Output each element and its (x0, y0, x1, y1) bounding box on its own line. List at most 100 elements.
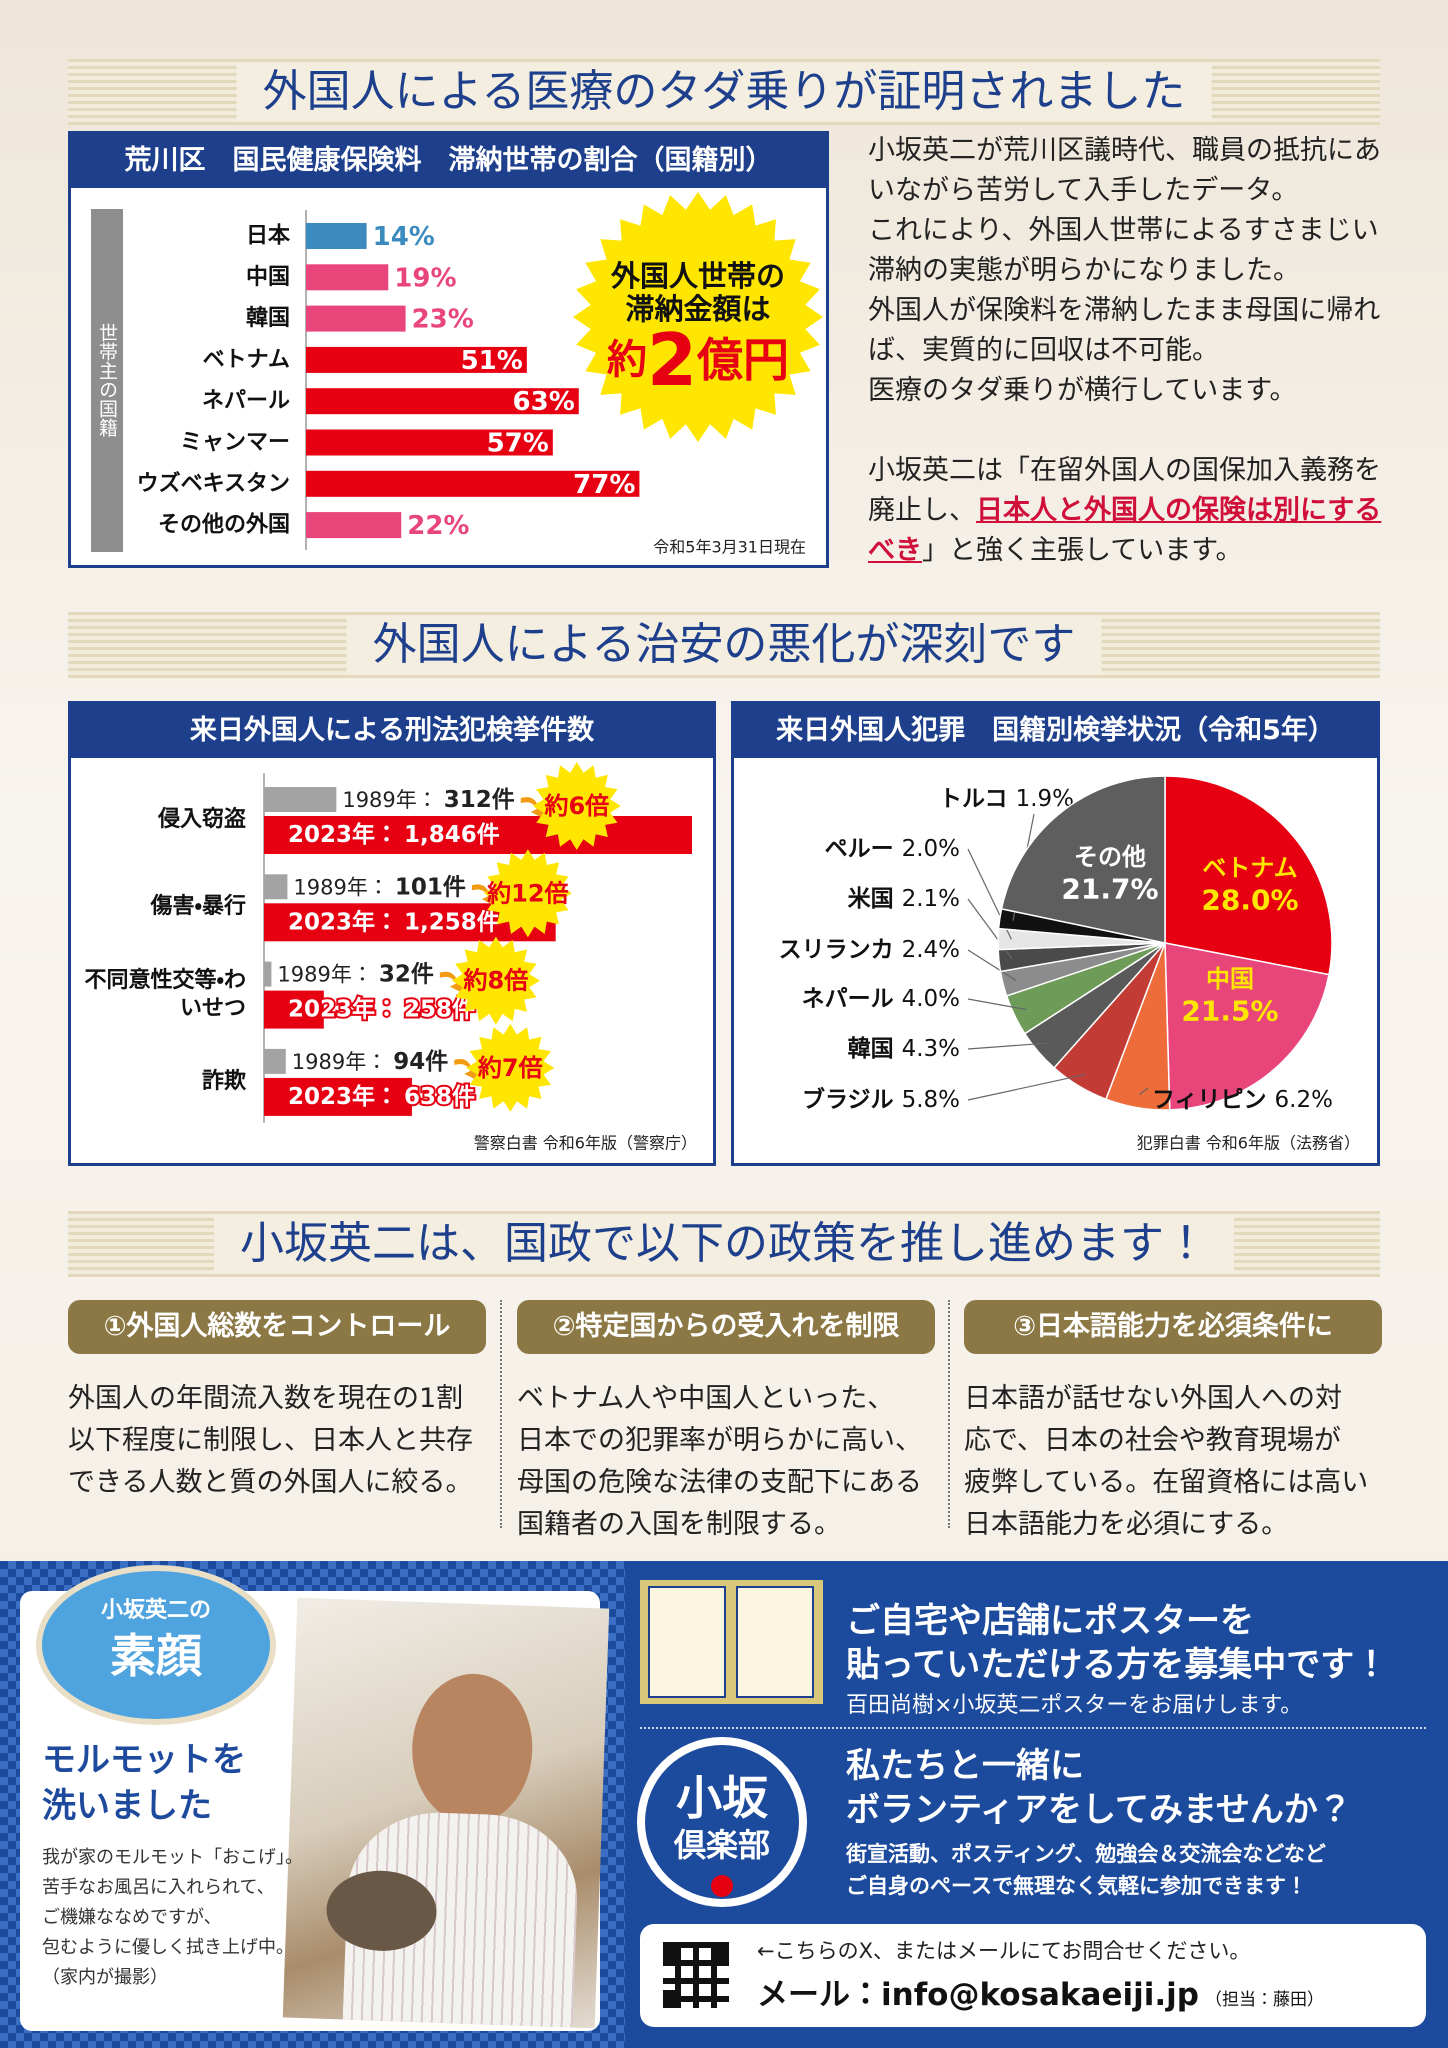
qr-cell (723, 1996, 729, 2002)
slice-label: スリランカ 2.4% (779, 937, 960, 963)
slice-value: 6.2% (1275, 1087, 1333, 1113)
series-name: 1989年 (277, 963, 351, 987)
policy-line: 以下程度に制限し、日本人と共存 (68, 1425, 473, 1456)
slice-label: ネパール 4.0% (802, 986, 960, 1012)
qr-cell (675, 1990, 681, 1996)
headline-line: ボランティアをしてみませんか？ (846, 1790, 1352, 1830)
headline-line: 私たちと一緒に (846, 1746, 1084, 1786)
badge-text: 小坂英二の 素顔 (36, 1595, 276, 1685)
separator: ： (375, 1084, 398, 1110)
qr-cell (723, 1960, 729, 1966)
section-title: 小坂英二は、国政で以下の政策を推し進めます！ (214, 1214, 1234, 1274)
qr-cell (723, 1978, 729, 1984)
qr-cell (711, 1978, 717, 1984)
qr-cell (681, 1960, 687, 1966)
bottom-panel: 小坂英二の 素顔 モルモットを 洗いました 我が家のモルモット「おこげ」。 苦手なお風呂に… (0, 1561, 1448, 2048)
value-label: 2023年： 258件 (288, 996, 475, 1023)
value-label: 1989年： 32件 (277, 962, 433, 988)
qr-cell (669, 1990, 675, 1996)
email: メール：info@kosakaeiji.jp (757, 1977, 1199, 2013)
bar (306, 264, 389, 291)
qr-cell (669, 1942, 675, 1948)
qr-cell (681, 1978, 687, 1984)
value-label: 22% (407, 511, 469, 541)
qr-cell (663, 1954, 669, 1960)
arrow (439, 971, 464, 993)
slice-label: ブラジル 5.8% (802, 1086, 960, 1113)
value-label: 77% (573, 470, 635, 500)
section-title: 外国人による治安の悪化が深刻です (346, 615, 1102, 675)
qr-cell (711, 1954, 717, 1960)
qr-cell (693, 1990, 699, 1996)
policy-line: 母国の危険な法律の支配下にある (517, 1467, 922, 1498)
note: 令和5年3月31日現在 (653, 538, 806, 557)
multiplier-burst (466, 1023, 555, 1112)
photo-figure (409, 1671, 535, 1826)
qr-cell (675, 1948, 681, 1954)
separator: ： (352, 963, 373, 987)
separator: ： (375, 822, 398, 848)
qr-cell (693, 1984, 699, 1990)
slice-label: 米国 2.1% (848, 886, 960, 912)
slice-name: その他 (1074, 843, 1146, 871)
slice-value: 2.0% (902, 836, 960, 862)
source: 警察白書 令和6年版（警察庁） (474, 1134, 697, 1153)
separator: ： (375, 909, 398, 935)
qr-cell (723, 1954, 729, 1960)
qr-cell (663, 1990, 669, 1996)
category-label: ネパール (202, 389, 290, 414)
pie-slice (1000, 775, 1166, 944)
slice-name: トルコ (939, 786, 1008, 812)
value-label: 14% (373, 222, 435, 252)
bar (306, 512, 402, 539)
badge (36, 1565, 276, 1725)
multiplier-label: 約8倍 (463, 967, 529, 995)
logo-text: 小坂 倶楽部 (637, 1771, 807, 1865)
callout-burst (573, 192, 823, 442)
series-name: 2023年 (288, 908, 375, 935)
chart-title: 来日外国人犯罪 国籍別検挙状況（令和5年） (734, 704, 1377, 758)
series-name: 1989年 (342, 788, 416, 812)
separator (500, 1300, 502, 1528)
arrow (520, 797, 545, 818)
qr-cell (675, 1978, 681, 1984)
divider (640, 1727, 1426, 1729)
policy-line: 日本語能力を必須にする。 (964, 1509, 1289, 1540)
policy-line: 疲弊している。在留資格には高い (964, 1467, 1369, 1498)
value-label: 1989年： 94件 (292, 1049, 448, 1075)
qr-cell (711, 1984, 717, 1990)
qr-cell (675, 1942, 681, 1948)
bar (306, 429, 553, 456)
body-line: 我が家のモルモット「おこげ」。 (42, 1847, 303, 1868)
volunteer-body: 街宣活動、ポスティング、勉強会＆交流会などなど ご自身のペースで無理なく気軽に参加… (846, 1838, 1326, 1902)
body-line: ご自身のペースで無理なく気軽に参加できます！ (846, 1874, 1307, 1898)
qr-cell (711, 1942, 717, 1948)
paragraph-line: これにより、外国人世帯によるすさまじい滞納の実態が明らかになりました。 (868, 215, 1379, 286)
headline-line: ご自宅や店舗にポスターを (846, 1601, 1254, 1641)
bar (264, 1077, 412, 1116)
value: 638件 (404, 1084, 475, 1110)
banner: 外国人による医療のタダ乗りが証明されました (68, 59, 1380, 125)
policy-line: 外国人の年間流入数を現在の1割 (68, 1383, 464, 1414)
source: 犯罪白書 令和6年版（法務省） (1137, 1134, 1360, 1153)
series-name: 2023年 (288, 821, 375, 848)
qr-cell (669, 1996, 675, 2002)
qr-cell (693, 1996, 699, 2002)
body-line: 苦手なお風呂に入れられて、 (42, 1877, 275, 1898)
bar (264, 816, 692, 854)
qr-cell (723, 1942, 729, 1948)
value: 1,258件 (404, 909, 500, 935)
claim-text: 小坂英二は「在留外国人の国保加入義務を廃止し、 (868, 455, 1381, 526)
separator (948, 1300, 950, 1528)
chart-title: 来日外国人による刑法犯検挙件数 (71, 704, 713, 758)
headline-line: 貼っていただける方を募集中です！ (846, 1645, 1389, 1685)
qr-cell (663, 1942, 669, 1948)
qr-cell (699, 1996, 705, 2002)
qr-cell (717, 1978, 723, 1984)
badge-line: 素顔 (110, 1629, 202, 1683)
body-line: 街宣活動、ポスティング、勉強会＆交流会などなど (846, 1842, 1326, 1866)
qr-cell (675, 1960, 681, 1966)
body-line: 包むように優しく拭き上げ中。 (42, 1937, 294, 1958)
qr-cell (687, 1960, 693, 1966)
